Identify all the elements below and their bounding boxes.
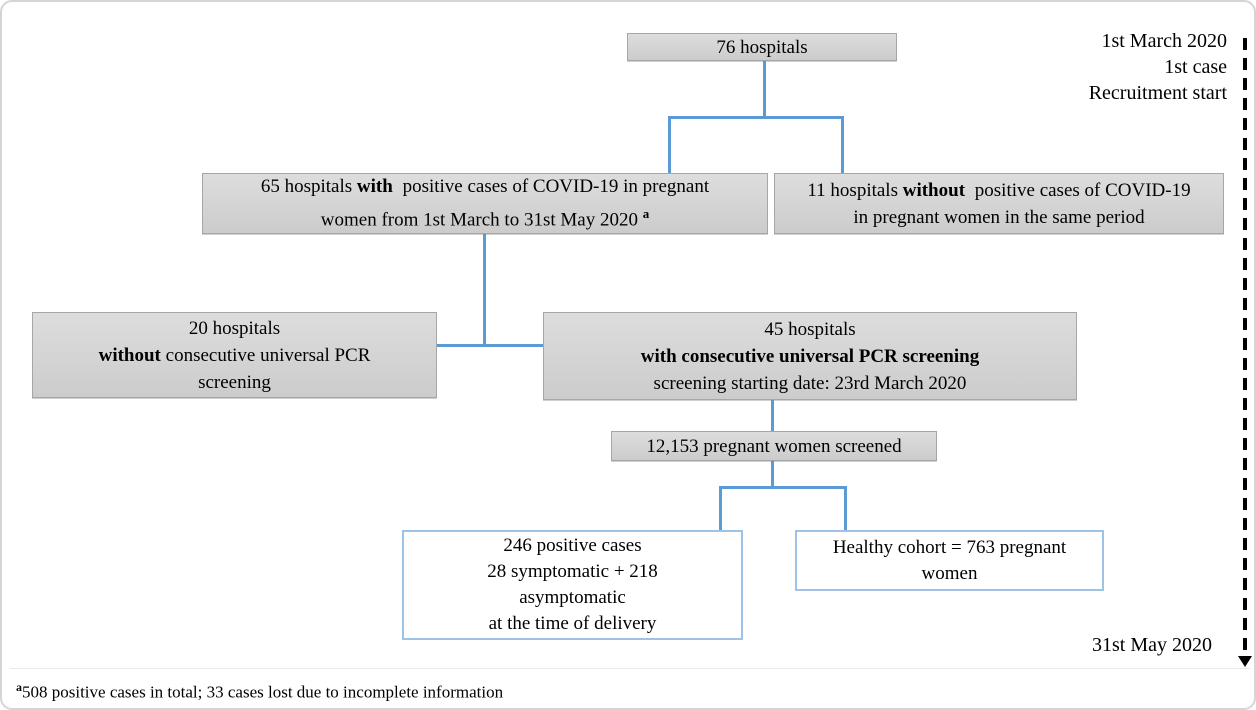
node-20-line-1: 20 hospitals bbox=[188, 317, 281, 339]
node-65-hospitals-with-cases: 65 hospitals with positive cases of COVI… bbox=[202, 173, 768, 234]
node-45-line-2: with consecutive universal PCR screening bbox=[640, 345, 980, 367]
timeline-arrowhead-icon bbox=[1238, 656, 1252, 667]
node-20-line-3: screening bbox=[198, 371, 271, 393]
node-76-label: 76 hospitals bbox=[716, 36, 808, 58]
node-11-line-1: 11 hospitals without positive cases of C… bbox=[807, 179, 1191, 201]
connector-76-to-65 bbox=[668, 116, 671, 174]
node-246-positive-cases: 246 positive cases 28 symptomatic + 218 … bbox=[402, 530, 743, 640]
node-65-line-1: 65 hospitals with positive cases of COVI… bbox=[260, 176, 710, 198]
footnote: a508 positive cases in total; 33 cases l… bbox=[16, 680, 504, 702]
footnote-reference: a bbox=[642, 206, 650, 222]
node-healthy-cohort: Healthy cohort = 763 pregnant women bbox=[795, 530, 1104, 591]
connector-to-healthy bbox=[844, 486, 847, 532]
node-65-line-2: women from 1st March to 31st May 2020 a bbox=[320, 206, 650, 231]
connector-76-to-11 bbox=[841, 116, 844, 174]
timeline-start-line-2: 1st case bbox=[1164, 56, 1227, 78]
connector-76-stem bbox=[763, 60, 766, 118]
timeline-start-line-3: Recruitment start bbox=[1088, 82, 1227, 104]
node-20-line-2: without consecutive universal PCR bbox=[98, 344, 371, 366]
footnote-marker: a bbox=[16, 680, 22, 694]
connector-20-45-bar bbox=[436, 344, 544, 347]
timeline-start-line-1: 1st March 2020 bbox=[1101, 30, 1227, 52]
connector-to-positive bbox=[719, 486, 722, 532]
timeline-end-label: 31st May 2020 bbox=[1092, 634, 1212, 656]
timeline-dashed-arrow-line bbox=[1243, 38, 1247, 656]
node-healthy-line-1: Healthy cohort = 763 pregnant bbox=[832, 536, 1067, 558]
node-healthy-line-2: women bbox=[921, 562, 978, 584]
node-45-hospitals-screening: 45 hospitals with consecutive universal … bbox=[543, 312, 1077, 400]
node-20-hospitals-no-screening: 20 hospitals without consecutive univers… bbox=[32, 312, 437, 398]
connector-76-bar bbox=[668, 116, 844, 119]
footnote-divider bbox=[10, 668, 1250, 669]
node-246-line-2: 28 symptomatic + 218 bbox=[487, 561, 658, 582]
node-45-line-3: screening starting date: 23rd March 2020 bbox=[653, 372, 967, 394]
node-76-hospitals: 76 hospitals bbox=[627, 33, 897, 61]
connector-65-stem bbox=[483, 233, 486, 347]
node-11-hospitals-without-cases: 11 hospitals without positive cases of C… bbox=[774, 173, 1224, 234]
timeline-start-label: 1st March 2020 1st case Recruitment star… bbox=[992, 28, 1227, 106]
node-12153-screened: 12,153 pregnant women screened bbox=[611, 431, 937, 461]
node-45-line-1: 45 hospitals bbox=[764, 318, 856, 340]
node-246-line-1: 246 positive cases bbox=[503, 535, 642, 556]
node-246-line-3: asymptomatic bbox=[519, 587, 626, 608]
node-246-line-4: at the time of delivery bbox=[488, 613, 657, 634]
node-11-line-2: in pregnant women in the same period bbox=[853, 206, 1145, 228]
node-12153-label: 12,153 pregnant women screened bbox=[646, 435, 902, 457]
connector-screened-bar bbox=[719, 486, 847, 489]
